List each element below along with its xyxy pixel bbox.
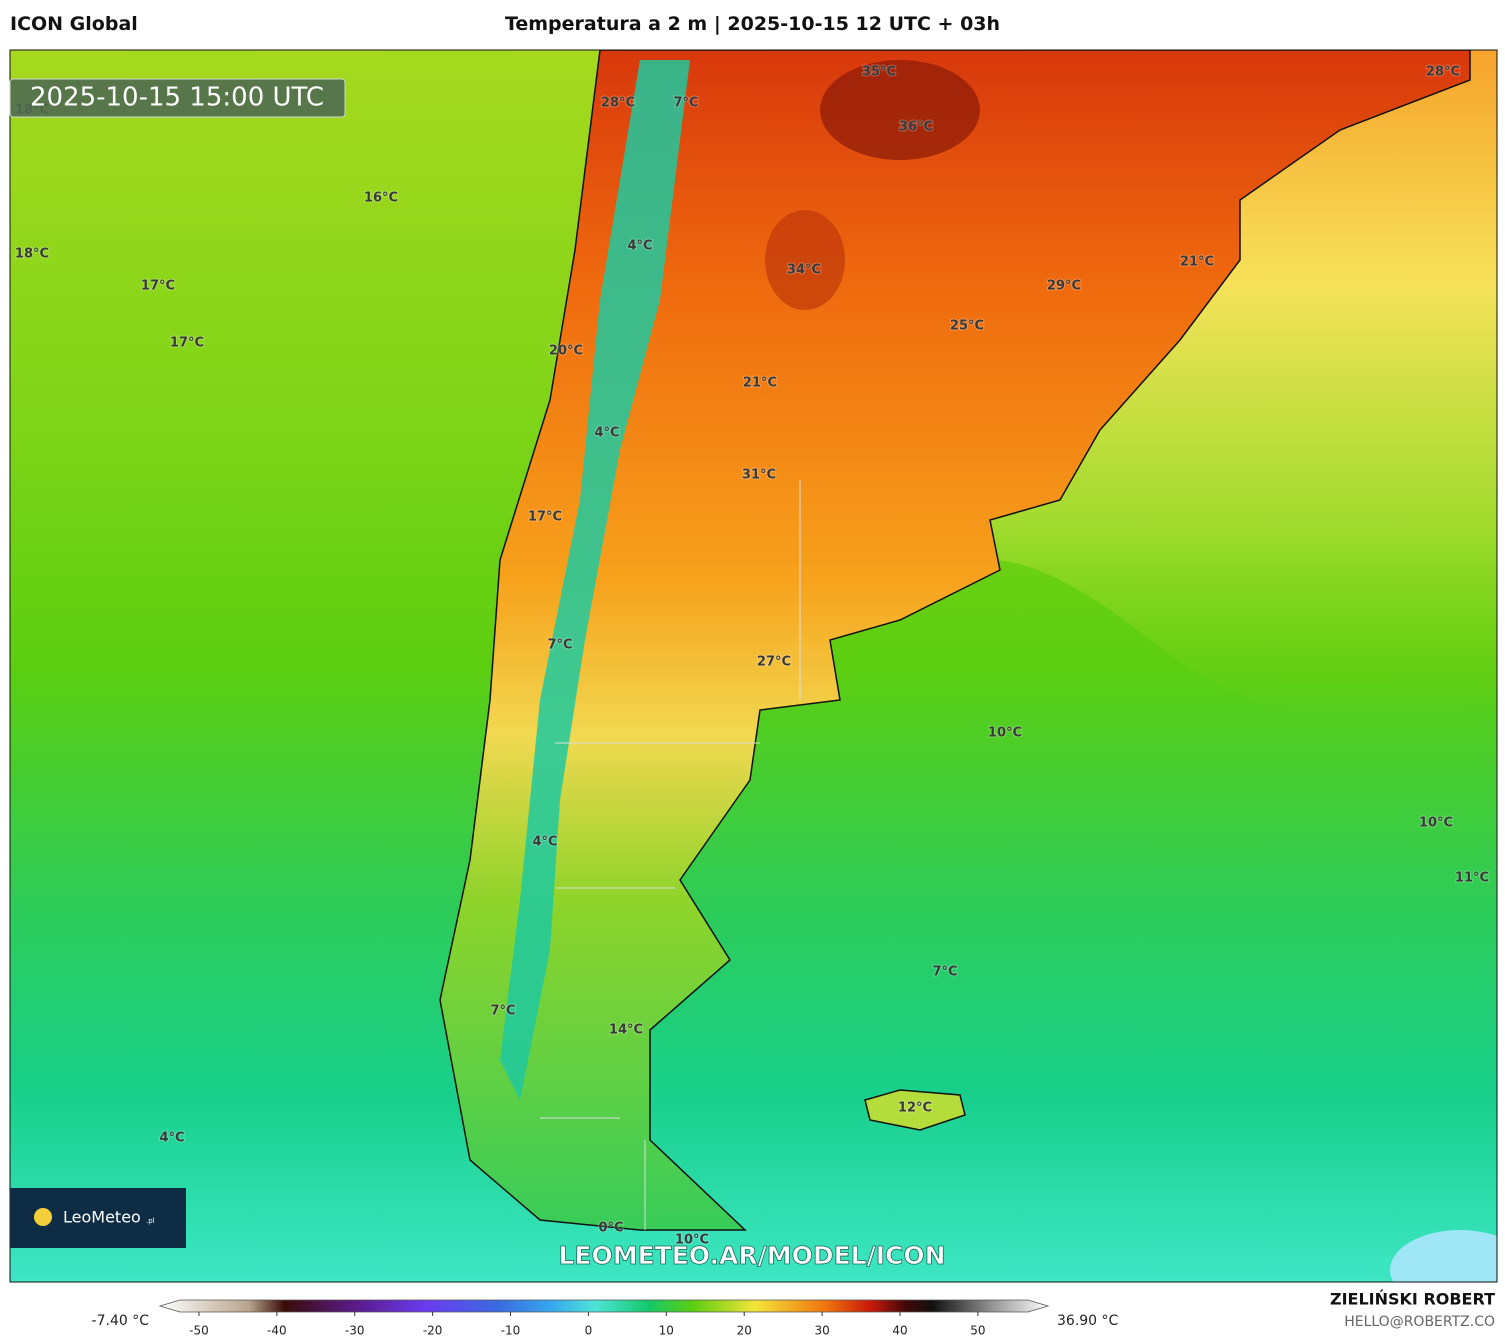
atlantic-warm	[900, 50, 1497, 720]
cold-patch	[1390, 1230, 1497, 1282]
model-name: ICON Global	[10, 13, 138, 35]
colorbar-tick-label: -10	[501, 1324, 521, 1338]
temp-label: 20°C	[549, 344, 583, 359]
map-labels: 35°C28°C18°C28°C7°C36°C16°C18°C17°C4°C34…	[14, 64, 1490, 1249]
temp-label: 10°C	[1419, 816, 1453, 831]
temp-label: 14°C	[609, 1023, 643, 1038]
andes	[500, 60, 690, 1100]
temp-label: 21°C	[743, 376, 777, 391]
map-frame	[9, 49, 1498, 1283]
temp-label: 17°C	[141, 279, 175, 294]
colorbar-tick-label: -50	[189, 1324, 209, 1338]
colorbar-tick-label: 20	[737, 1324, 752, 1338]
temp-label: 10°C	[988, 726, 1022, 741]
colorbar-scale	[158, 1299, 1050, 1313]
temp-label: 0°C	[598, 1221, 623, 1236]
temp-label: 4°C	[627, 239, 652, 254]
colorbar: -50 -40 -30 -20 -10 0 10 20 30 40 50	[158, 1299, 1050, 1338]
colorbar-min: -7.40 °C	[92, 1313, 150, 1329]
temp-label: 21°C	[1180, 255, 1214, 270]
temp-label: 31°C	[742, 468, 776, 483]
temp-label: 28°C	[601, 96, 635, 111]
temp-label: 16°C	[364, 191, 398, 206]
colorbar-tick-label: -20	[423, 1324, 443, 1338]
temp-label: 35°C	[862, 65, 896, 80]
temp-label: 25°C	[950, 319, 984, 334]
hot-core	[820, 60, 980, 160]
temp-label: 7°C	[932, 965, 957, 980]
timestamp-box	[9, 78, 346, 118]
islands	[864, 1089, 966, 1131]
colorbar-max: 36.90 °C	[1057, 1313, 1119, 1329]
temp-label: 36°C	[899, 120, 933, 135]
author: ZIELIŃSKI ROBERT	[1330, 1290, 1495, 1309]
temp-label: 4°C	[532, 835, 557, 850]
temp-label: 10°C	[675, 1233, 709, 1248]
temp-label: 12°C	[898, 1101, 932, 1116]
logo-sun	[34, 1208, 52, 1226]
borders	[540, 480, 801, 1230]
watermark: LEOMETEO.AR/MODEL/ICON	[558, 1241, 945, 1270]
temp-label: 29°C	[1047, 279, 1081, 294]
temp-label: 7°C	[673, 96, 698, 111]
logo-suffix: .pl	[146, 1217, 155, 1225]
temp-label: 4°C	[159, 1131, 184, 1146]
temp-label: 4°C	[594, 426, 619, 441]
colorbar-tick-label: 40	[892, 1324, 907, 1338]
email: HELLO@ROBERTZ.CO	[1344, 1314, 1495, 1330]
colorbar-tick-label: 0	[585, 1324, 593, 1338]
map-field	[10, 50, 1497, 1282]
hot-core	[765, 210, 845, 310]
colorbar-tick-label: 50	[970, 1324, 985, 1338]
temp-label: 17°C	[528, 510, 562, 525]
temp-label: 27°C	[757, 655, 791, 670]
temp-label: 7°C	[547, 638, 572, 653]
colorbar-tick-label: -40	[267, 1324, 287, 1338]
colorbar-tick-label: -30	[345, 1324, 365, 1338]
colorbar-tick-label: 10	[659, 1324, 674, 1338]
colorbar-tick-label: 30	[814, 1324, 829, 1338]
temp-label: 17°C	[170, 336, 204, 351]
temp-label: 7°C	[490, 1004, 515, 1019]
timestamp: 2025-10-15 15:00 UTC	[30, 83, 324, 113]
temp-label: 18°C	[15, 247, 49, 262]
temp-label: 34°C	[787, 263, 821, 278]
logo-text: LeoMeteo	[63, 1208, 141, 1227]
land	[439, 50, 1471, 1231]
map-title: Temperatura a 2 m | 2025-10-15 12 UTC + …	[504, 13, 1001, 35]
temp-label: 11°C	[1455, 871, 1489, 886]
temp-label: 28°C	[1426, 65, 1460, 80]
